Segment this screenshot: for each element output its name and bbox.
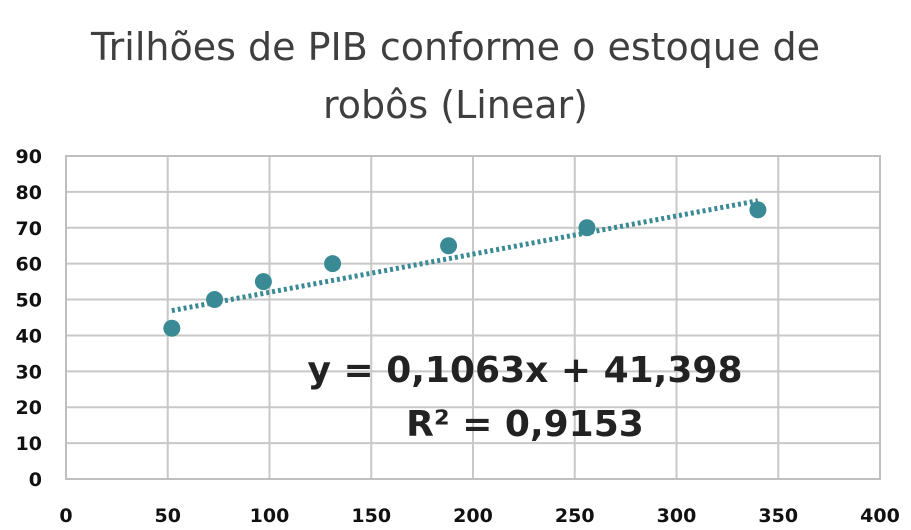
plot-border bbox=[65, 155, 881, 480]
chart-title-line-1: Trilhões de PIB conforme o estoque de bbox=[91, 25, 820, 69]
x-tick-label-2: 100 bbox=[250, 505, 290, 527]
y-tick-label-4: 40 bbox=[16, 325, 42, 347]
data-point-6 bbox=[749, 201, 767, 219]
y-axis-ticks: 0 10 20 30 40 50 60 70 80 90 bbox=[16, 146, 42, 491]
data-points bbox=[163, 201, 767, 337]
x-tick-label-7: 350 bbox=[758, 505, 798, 527]
chart-title: Trilhões de PIB conforme o estoque de ro… bbox=[0, 18, 911, 134]
x-tick-label-0: 0 bbox=[59, 505, 72, 527]
x-tick-label-8: 400 bbox=[860, 505, 900, 527]
y-tick-label-2: 20 bbox=[16, 397, 42, 419]
y-tick-label-9: 90 bbox=[16, 146, 42, 168]
y-tick-label-8: 80 bbox=[16, 182, 42, 204]
x-tick-label-6: 300 bbox=[657, 505, 697, 527]
trendline-equation: y = 0,1063x + 41,398 bbox=[308, 350, 743, 391]
y-tick-label-0: 0 bbox=[29, 469, 42, 491]
chart-title-line-2: robôs (Linear) bbox=[322, 83, 589, 127]
y-tick-label-7: 70 bbox=[16, 218, 42, 240]
x-tick-label-5: 250 bbox=[555, 505, 595, 527]
x-tick-label-3: 150 bbox=[351, 505, 391, 527]
x-tick-label-1: 50 bbox=[155, 505, 181, 527]
data-point-4 bbox=[440, 237, 458, 255]
plot-grid bbox=[65, 155, 881, 480]
data-point-5 bbox=[578, 219, 596, 237]
trendline bbox=[171, 198, 759, 314]
y-tick-label-1: 10 bbox=[16, 433, 42, 455]
data-point-2 bbox=[254, 273, 272, 291]
data-point-1 bbox=[206, 291, 224, 309]
trendline-group bbox=[171, 198, 759, 314]
y-tick-label-3: 30 bbox=[16, 361, 42, 383]
y-tick-label-6: 60 bbox=[16, 254, 42, 276]
r-squared-label: R² = 0,9153 bbox=[406, 404, 644, 445]
x-axis-ticks: 0 50 100 150 200 250 300 350 400 bbox=[59, 505, 899, 527]
data-point-3 bbox=[324, 255, 342, 273]
x-tick-label-4: 200 bbox=[453, 505, 493, 527]
data-point-0 bbox=[163, 319, 181, 337]
y-tick-label-5: 50 bbox=[16, 290, 42, 312]
